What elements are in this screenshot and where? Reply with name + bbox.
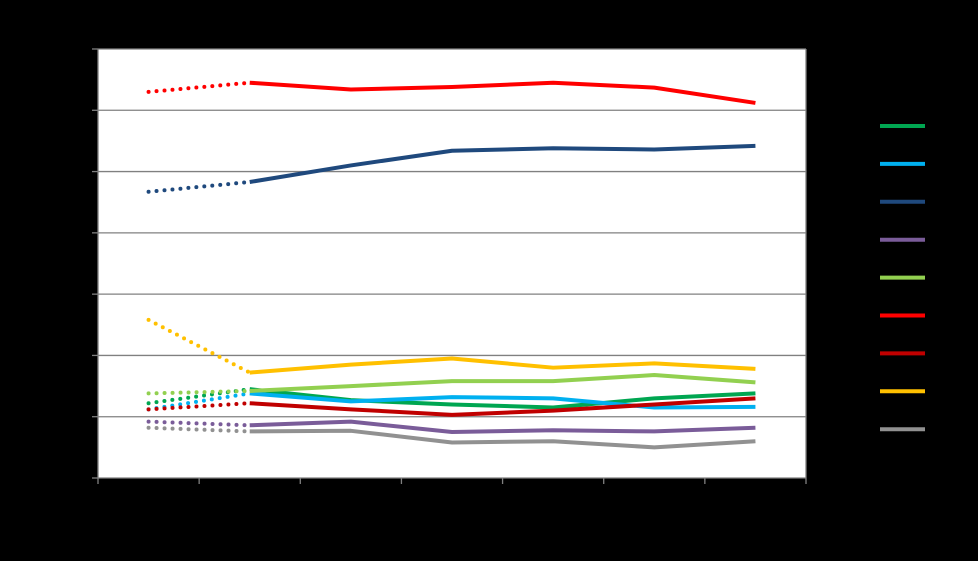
series-1-dotted-line: [146, 387, 252, 406]
series-7: [146, 396, 756, 417]
series-3-dotted-line: [146, 179, 252, 194]
series-6: [146, 80, 756, 105]
series-9-line: [249, 428, 756, 450]
series-5-line: [249, 373, 756, 393]
series-9-dotted-line: [146, 425, 252, 434]
axis-layer: [92, 48, 807, 484]
series-4: [146, 419, 756, 435]
series-6-line: [249, 80, 756, 105]
series-8-line: [249, 356, 756, 375]
series-4-dotted-line: [146, 419, 252, 428]
series-7-line: [249, 396, 756, 417]
series-2-line: [249, 391, 756, 410]
series-layer: [146, 80, 756, 450]
series-8: [146, 317, 756, 375]
legend: [880, 124, 925, 432]
series-8-dotted-line: [146, 317, 252, 375]
gridline-layer: [98, 48, 806, 418]
series-9: [146, 425, 756, 450]
series-7-dotted-line: [146, 401, 252, 412]
series-5-dotted-line: [146, 388, 252, 396]
series-3-line: [249, 143, 756, 184]
series-6-dotted-line: [146, 80, 252, 94]
series-5: [146, 373, 756, 396]
series-3: [146, 143, 756, 194]
series-4-line: [249, 419, 756, 435]
